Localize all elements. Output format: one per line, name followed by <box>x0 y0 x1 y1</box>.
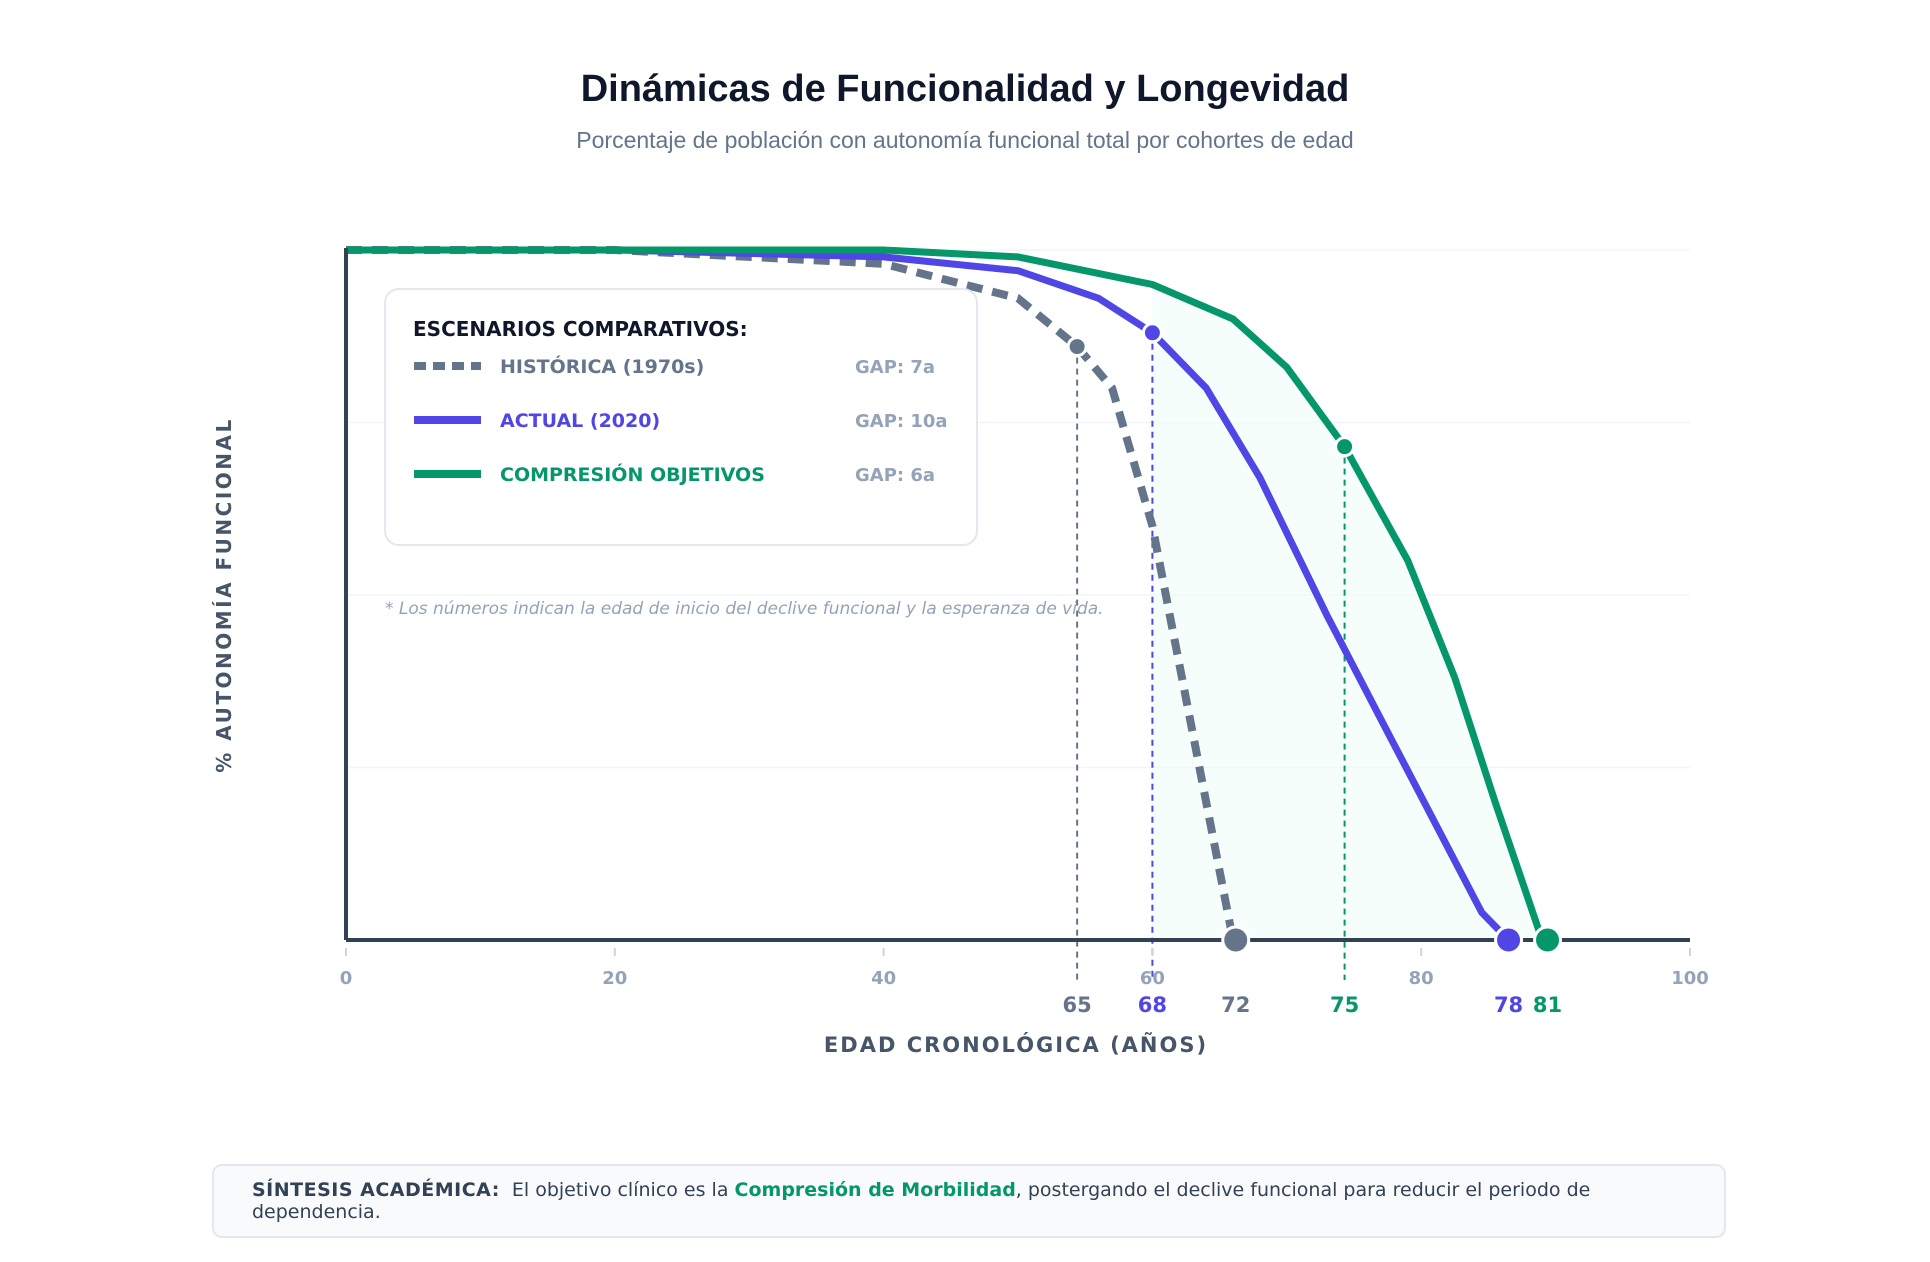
life-expectancy-age-label: 78 <box>1494 993 1523 1017</box>
x-tick-label: 20 <box>602 968 627 989</box>
legend-label: COMPRESIÓN OBJETIVOS <box>500 462 765 486</box>
series-markers <box>1066 322 1563 955</box>
onset-age-label: 65 <box>1063 993 1092 1017</box>
x-tick-labels: 0 20 40 60 80 100 <box>340 948 1709 989</box>
academic-synthesis: SÍNTESIS ACADÉMICA: El objetivo clínico … <box>212 1164 1726 1238</box>
life-expectancy-marker <box>1533 925 1563 955</box>
x-tick-label: 80 <box>1409 968 1434 989</box>
y-axis-label: % AUTONOMÍA FUNCIONAL <box>212 417 236 773</box>
age-labels: 65 72 68 78 75 81 <box>1063 993 1563 1017</box>
x-tick-label: 40 <box>871 968 896 989</box>
synthesis-text-after: , postergando el declive funcional para … <box>252 1179 1591 1223</box>
legend-gap-label: GAP: 10a <box>855 411 948 432</box>
x-tick-label: 0 <box>340 968 353 989</box>
onset-age-label: 68 <box>1138 993 1167 1017</box>
legend: ESCENARIOS COMPARATIVOS: HISTÓRICA (1970… <box>384 288 978 546</box>
life-expectancy-marker <box>1494 925 1524 955</box>
functional-autonomy-chart: 0 20 40 60 80 100 65 72 68 78 75 81 EDAD CRONOLÓGI… <box>212 246 1709 1057</box>
chart-title: Dinámicas de Funcionalidad y Longevidad <box>580 68 1350 110</box>
onset-age-label: 75 <box>1330 993 1359 1017</box>
chart-subtitle: Porcentaje de población con autonomía fu… <box>576 127 1354 153</box>
life-expectancy-age-label: 72 <box>1221 993 1250 1017</box>
legend-title: ESCENARIOS COMPARATIVOS: <box>413 317 748 341</box>
onset-guide-lines <box>1076 332 1346 980</box>
life-expectancy-marker <box>1221 925 1251 955</box>
synthesis-label: SÍNTESIS ACADÉMICA: <box>252 1179 500 1201</box>
chart-note: * Los números indican la edad de inicio … <box>385 599 1104 619</box>
series-line-2 <box>346 246 1546 942</box>
synthesis-highlight: Compresión de Morbilidad <box>734 1179 1016 1201</box>
legend-label: ACTUAL (2020) <box>500 410 660 432</box>
life-expectancy-age-label: 81 <box>1533 993 1562 1017</box>
onset-marker <box>1141 322 1163 344</box>
synthesis-text-before: El objetivo clínico es la <box>511 1179 729 1201</box>
morbidity-gap-area <box>1152 284 1543 940</box>
axes <box>344 248 1690 942</box>
legend-gap-label: GAP: 6a <box>855 465 935 486</box>
onset-marker <box>1334 436 1356 458</box>
series-line-1 <box>346 246 1512 943</box>
legend-gap-label: GAP: 7a <box>855 357 935 378</box>
legend-label: HISTÓRICA (1970s) <box>500 354 704 378</box>
onset-marker <box>1066 336 1088 358</box>
series-lines <box>346 246 1546 943</box>
x-tick-label: 100 <box>1671 968 1709 989</box>
x-axis-label: EDAD CRONOLÓGICA (AÑOS) <box>824 1032 1208 1057</box>
legend-box <box>384 288 978 546</box>
x-tick-label: 60 <box>1140 968 1165 989</box>
